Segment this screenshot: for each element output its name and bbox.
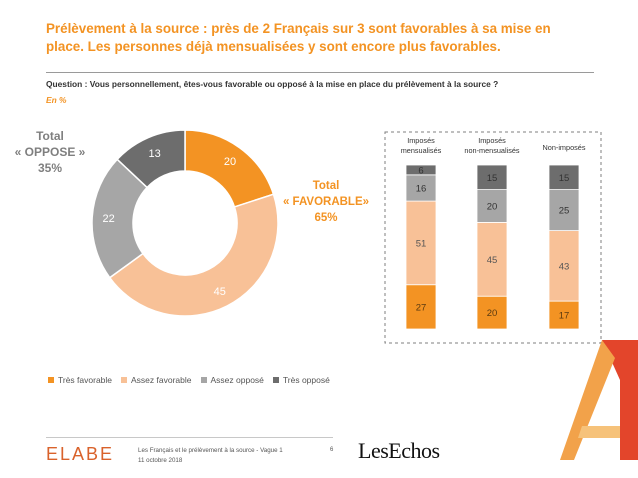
total-favorable-line3: 65% — [314, 212, 338, 224]
bar-segment — [405, 164, 437, 176]
footer-date: 11 octobre 2018 — [138, 457, 183, 464]
bar-segment — [405, 200, 437, 286]
total-oppose-line2: « OPPOSE » — [14, 145, 86, 159]
donut-value-label: 45 — [214, 286, 226, 298]
a-mark-bar-shape — [578, 426, 620, 438]
total-oppose-label: Total « OPPOSE » 35% — [2, 128, 98, 176]
bar-value-label: 6 — [418, 165, 423, 176]
bar-segment — [548, 164, 580, 191]
legend-item-assez-favorable: Assez favorable — [121, 375, 192, 385]
bar-value-label: 27 — [416, 302, 427, 313]
a-mark-orange-shape — [560, 340, 615, 460]
legend-swatch-tres-favorable — [48, 377, 54, 383]
footer-study-title: Les Français et le prélèvement à la sour… — [138, 447, 283, 454]
bar-segment — [476, 222, 508, 297]
bar-value-label: 16 — [416, 183, 427, 194]
total-favorable-line2: « FAVORABLE» — [282, 196, 370, 208]
page-number: 6 — [330, 447, 334, 453]
total-oppose-line3: 35% — [37, 161, 63, 175]
bar-segment — [405, 284, 437, 330]
title-divider — [46, 72, 594, 73]
bar-value-label: 20 — [487, 308, 498, 319]
total-favorable-line1: Total — [312, 180, 340, 192]
bar-value-label: 17 — [559, 311, 570, 322]
legend-item-tres-oppose: Très opposé — [272, 375, 330, 385]
bar-value-label: 45 — [487, 255, 498, 266]
bar-value-label: 20 — [487, 202, 498, 213]
donut-value-label: 20 — [224, 156, 236, 168]
chart-legend: Très favorable Assez favorable Assez opp… — [48, 375, 330, 385]
stacked-bar-chart: Imposésmensualisés2751166Imposésnon-mens… — [384, 131, 602, 344]
bar-segment — [548, 300, 580, 330]
donut-slice-1 — [108, 193, 279, 317]
elabe-a-mark-icon — [560, 340, 638, 460]
legend-label: Très favorable — [58, 375, 113, 385]
donut-chart: 20 45 22 13 — [91, 129, 279, 317]
bar-category-label: mensualisés — [401, 146, 442, 155]
bar-panel-frame — [384, 131, 602, 344]
donut-value-label: 13 — [148, 148, 160, 160]
bar-value-label: 15 — [487, 173, 498, 184]
legend-item-tres-favorable: Très favorable — [48, 375, 112, 385]
bar-value-label: 43 — [559, 261, 570, 272]
legend-swatch-tres-oppose — [272, 377, 279, 383]
bar-value-label: 25 — [559, 206, 570, 217]
legend-label: Assez favorable — [131, 375, 192, 385]
a-mark-red-shape — [602, 340, 638, 460]
bar-category-label: Imposés — [407, 136, 435, 145]
bar-segment — [548, 189, 580, 231]
elabe-logo: ELABE — [46, 444, 115, 464]
bar-value-label: 15 — [559, 173, 570, 184]
legend-label: Assez opposé — [210, 375, 264, 385]
les-echos-logo: LesEchos — [358, 438, 440, 463]
legend-label: Très opposé — [282, 375, 330, 385]
chart-title: Prélèvement à la source : près de 2 Fran… — [46, 21, 551, 54]
legend-swatch-assez-oppose — [200, 377, 207, 383]
bar-segment — [476, 164, 508, 191]
legend-item-assez-oppose: Assez opposé — [200, 375, 264, 385]
donut-value-label: 22 — [103, 213, 115, 225]
bar-category-label: non-mensualisés — [464, 146, 520, 155]
total-favorable-label: Total « FAVORABLE» 65% — [272, 178, 380, 226]
donut-slice-0 — [184, 129, 275, 208]
unit-label: En % — [46, 95, 67, 105]
total-oppose-line1: Total — [36, 129, 64, 143]
bar-category-label: Imposés — [478, 136, 506, 145]
bar-value-label: 51 — [416, 238, 427, 249]
legend-swatch-assez-favorable — [121, 377, 128, 383]
bar-segment — [476, 295, 508, 330]
donut-slice-3 — [116, 129, 186, 189]
survey-question: Question : Vous personnellement, êtes-vo… — [46, 79, 499, 89]
bar-segment — [405, 174, 437, 202]
footer-divider — [46, 437, 333, 438]
bar-category-label: Non-imposés — [543, 143, 586, 152]
footer-text: Les Français et le prélèvement à la sour… — [138, 446, 283, 466]
